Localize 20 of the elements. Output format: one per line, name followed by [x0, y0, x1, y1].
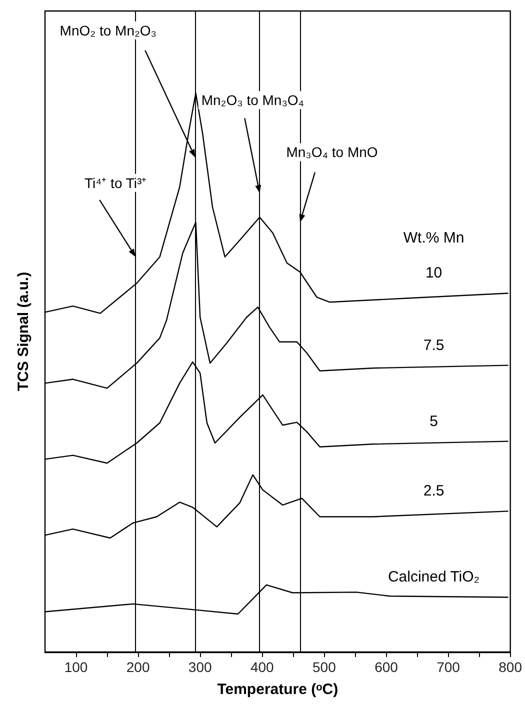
x-tick-label: 200 — [126, 659, 150, 675]
series-label: 10 — [425, 264, 442, 282]
annotation: Mn₂O₃ to Mn₃O₄ — [201, 92, 304, 108]
x-tick-label: 800 — [498, 659, 522, 675]
y-axis-title: TCS Signal (a.u.) — [15, 272, 32, 392]
series-label: 7.5 — [423, 336, 444, 354]
legend-title: Wt.% Mn — [403, 230, 464, 247]
series-label: 2.5 — [423, 482, 444, 500]
series-label: 5 — [430, 412, 438, 430]
x-axis-title: Temperature (ᵒC) — [217, 681, 338, 698]
x-tick-label: 400 — [250, 659, 274, 675]
x-tick-label: 300 — [188, 659, 212, 675]
x-tick-label: 100 — [64, 659, 88, 675]
series-label: Calcined TiO₂ — [388, 568, 480, 586]
x-tick-label: 600 — [374, 659, 398, 675]
annotation: Mn₃O₄ to MnO — [286, 144, 378, 160]
x-tick-label: 700 — [436, 659, 460, 675]
annotation: Ti⁴⁺ to Ti³⁺ — [84, 174, 147, 191]
x-tick-label: 500 — [312, 659, 336, 675]
annotation: MnO₂ to Mn₂O₃ — [60, 22, 156, 38]
